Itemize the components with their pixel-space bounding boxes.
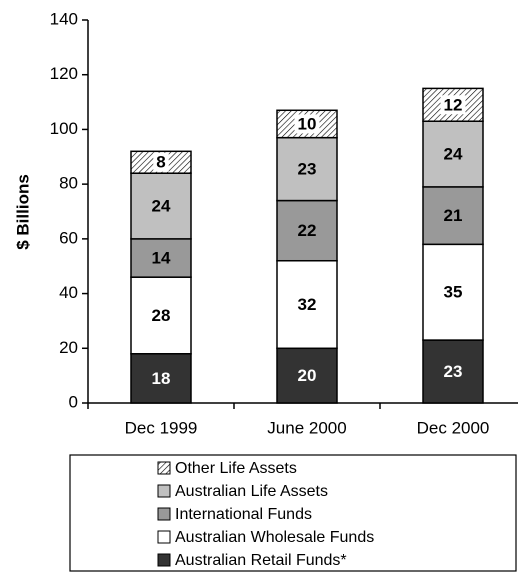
bar-segment: [276, 199, 338, 262]
data-label: 12: [444, 95, 463, 114]
legend-swatch: [157, 530, 171, 544]
data-label: 22: [298, 221, 317, 240]
label-bg: [294, 114, 320, 134]
x-tick-label: Dec 2000: [417, 418, 490, 437]
y-tick-label: 100: [50, 119, 78, 138]
bar-segment: [422, 186, 484, 246]
label-bg: [440, 95, 466, 115]
legend-label: Other Life Assets: [175, 460, 297, 477]
data-label: 23: [444, 362, 463, 381]
legend-swatch: [157, 461, 171, 475]
y-tick-label: 60: [59, 228, 78, 247]
y-tick-label: 40: [59, 283, 78, 302]
y-tick-label: 120: [50, 64, 78, 83]
bar-segment: [130, 238, 192, 278]
y-tick-label: 0: [69, 392, 78, 411]
x-tick-label: Dec 1999: [125, 418, 198, 437]
y-tick-label: 140: [50, 9, 78, 28]
data-label: 10: [298, 114, 317, 133]
legend-label: Australian Retail Funds*: [175, 552, 347, 569]
data-label: 24: [444, 145, 463, 164]
y-axis-label: $ Billions: [13, 174, 32, 250]
legend-swatch: [157, 553, 171, 567]
data-label: 23: [298, 160, 317, 179]
y-tick-label: 80: [59, 174, 78, 193]
legend-label: International Funds: [175, 506, 312, 523]
data-label: 28: [152, 306, 171, 325]
data-label: 14: [152, 248, 171, 267]
legend-swatch: [157, 484, 171, 498]
legend-label: Australian Wholesale Funds: [175, 529, 374, 546]
data-label: 24: [152, 197, 171, 216]
data-label: 18: [152, 369, 171, 388]
data-label: 20: [298, 366, 317, 385]
bar-segment: [276, 259, 338, 350]
data-label: 8: [156, 153, 165, 172]
y-tick-label: 20: [59, 338, 78, 357]
x-tick-label: June 2000: [267, 418, 346, 437]
bar-segment: [422, 243, 484, 341]
bar-segment: [130, 353, 192, 404]
legend-label: Australian Life Assets: [175, 483, 328, 500]
bar-segment: [422, 339, 484, 404]
bar-segment: [276, 136, 338, 202]
bar-segment: [130, 172, 192, 240]
legend-box: [69, 454, 517, 572]
bar-segment: [130, 276, 192, 355]
data-label: 35: [444, 283, 463, 302]
label-bg: [153, 152, 169, 172]
legend-swatch: [157, 507, 171, 521]
data-label: 32: [298, 295, 317, 314]
bar-segment: [422, 120, 484, 188]
data-label: 21: [444, 206, 463, 225]
